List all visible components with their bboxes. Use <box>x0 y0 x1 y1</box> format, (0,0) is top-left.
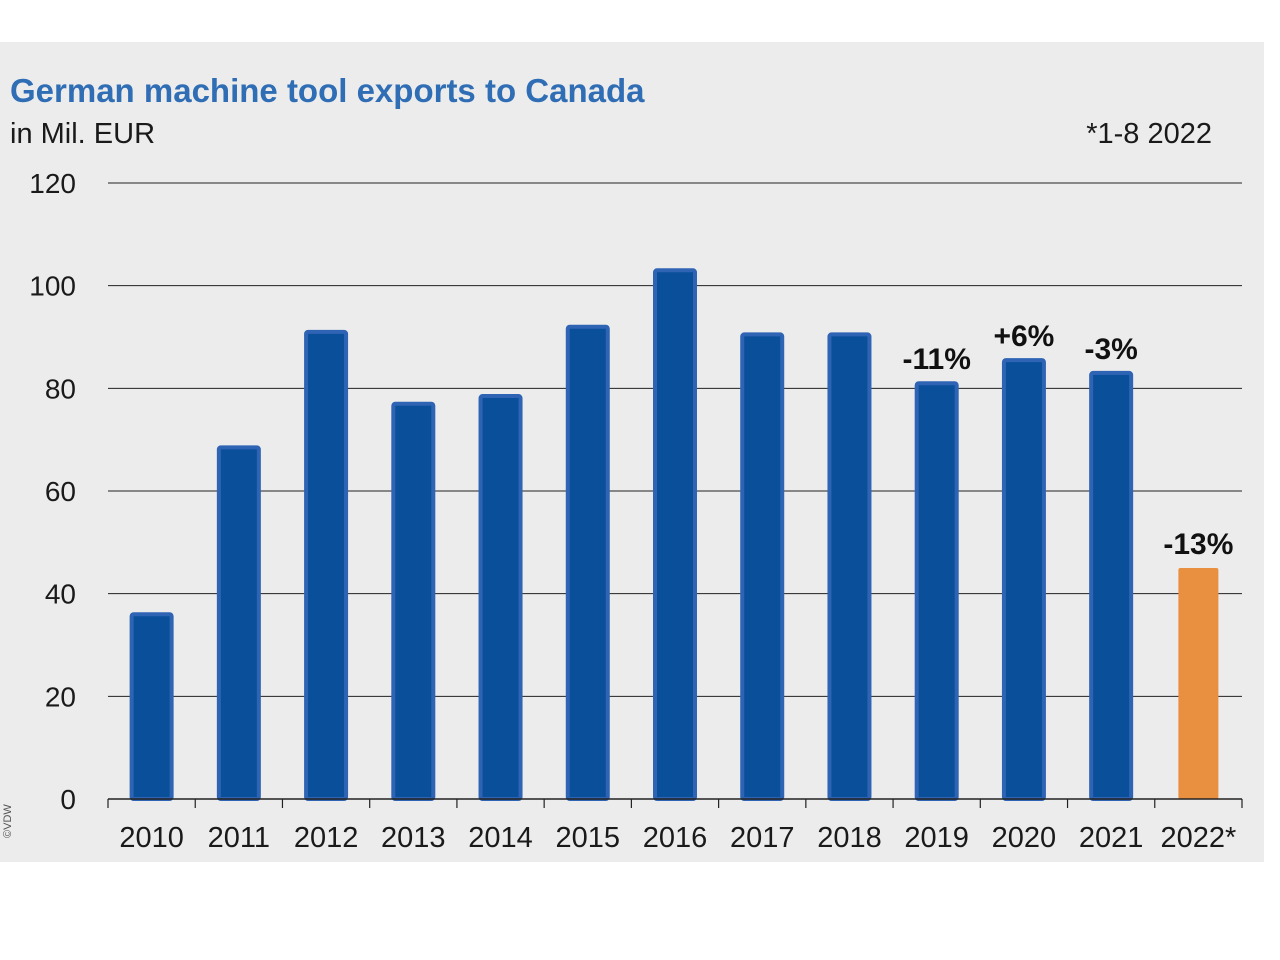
x-tick-label: 2016 <box>643 822 708 854</box>
x-tick-label: 2012 <box>294 822 359 854</box>
x-tick-label: 2010 <box>119 822 184 854</box>
bar-2017 <box>740 332 785 801</box>
bar-2013 <box>391 401 436 801</box>
x-tick-label: 2021 <box>1079 822 1144 854</box>
bar-2015 <box>565 324 610 801</box>
bar-2022 <box>1178 568 1219 799</box>
y-tick-label: 100 <box>29 271 76 302</box>
x-tick-label: 2018 <box>817 822 882 854</box>
bar-2018 <box>827 332 872 801</box>
y-tick-label: 0 <box>60 784 76 815</box>
bar-2011 <box>216 445 261 801</box>
x-tick-label: 2017 <box>730 822 795 854</box>
y-tick-label: 40 <box>45 579 76 610</box>
chart-footnote: *1-8 2022 <box>1086 118 1212 150</box>
bar-2016 <box>653 268 697 801</box>
data-label: -3% <box>1084 333 1137 366</box>
chart-title: German machine tool exports to Canada <box>10 72 645 109</box>
bar-2012 <box>304 329 349 801</box>
bar-2019 <box>914 381 959 801</box>
data-label: +6% <box>993 320 1054 353</box>
data-label: -11% <box>902 343 970 376</box>
bar-2020 <box>1001 358 1046 801</box>
bar-chart: 0 20 40 60 80 100 120 2010 2011 2012 2013 2014 2015 2… <box>29 168 1243 854</box>
x-tick-label: 2013 <box>381 822 446 854</box>
x-tick-label: 2011 <box>208 822 270 854</box>
bar-2010 <box>129 612 174 802</box>
chart-unit-label: in Mil. EUR <box>10 118 156 150</box>
bar-2014 <box>478 394 523 801</box>
y-tick-label: 120 <box>29 168 76 199</box>
x-tick-label: 2020 <box>992 822 1057 854</box>
x-tick-label: 2022* <box>1160 822 1236 854</box>
y-tick-label: 20 <box>45 681 76 712</box>
y-tick-label: 80 <box>45 373 76 404</box>
x-tick-label: 2019 <box>904 822 969 854</box>
data-label: -13% <box>1163 528 1233 561</box>
x-tick-label: 2015 <box>556 822 621 854</box>
chart-panel: German machine tool exports to Canada in… <box>0 42 1264 862</box>
x-tick-label: 2014 <box>468 822 533 854</box>
y-tick-label: 60 <box>45 476 76 507</box>
bar-2021 <box>1089 370 1134 801</box>
